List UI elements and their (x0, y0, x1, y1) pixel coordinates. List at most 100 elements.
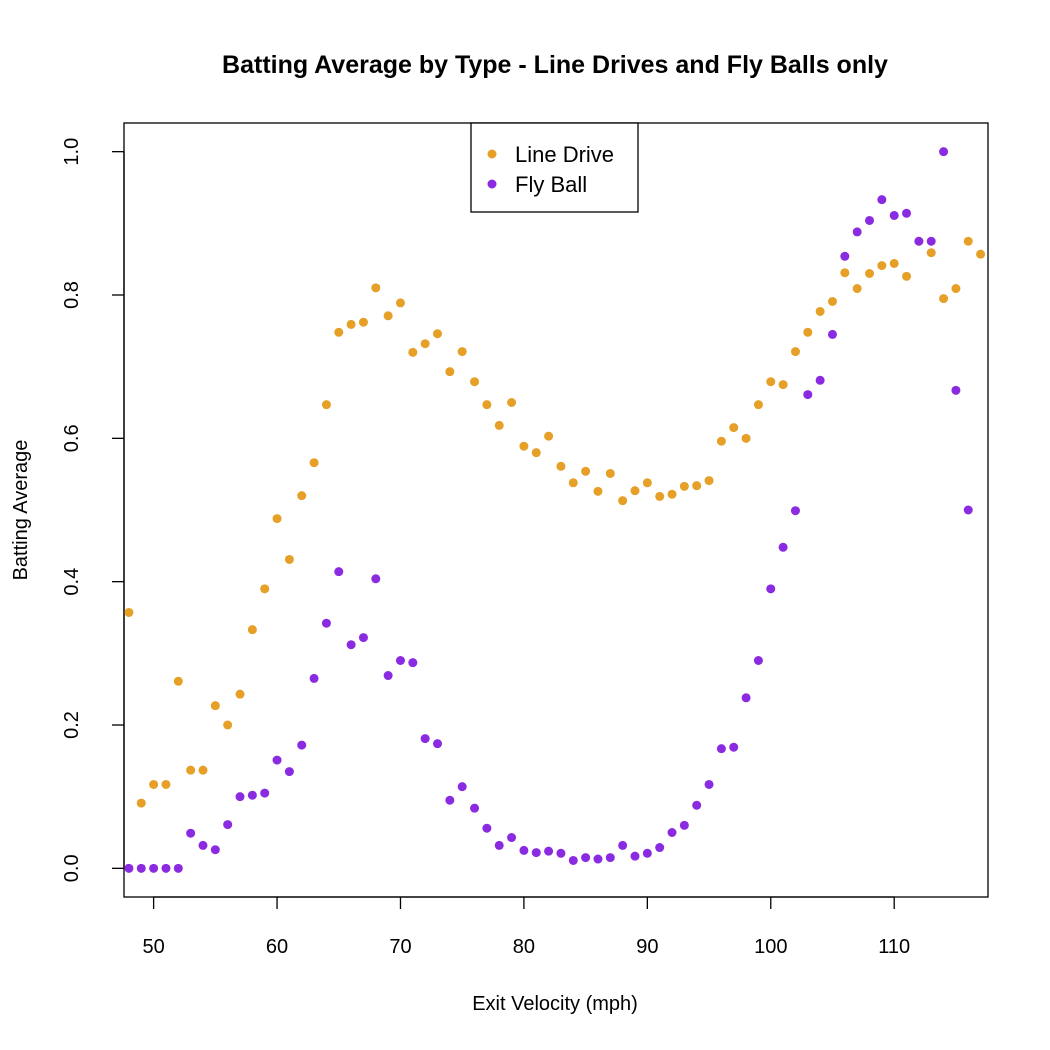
x-tick-label: 80 (513, 936, 535, 958)
data-point (124, 863, 134, 873)
data-point (482, 400, 492, 410)
data-point (309, 458, 319, 468)
data-point (692, 481, 702, 491)
data-point (173, 863, 183, 873)
y-axis: 0.0 0.2 0.4 0.6 0.8 1.0 (61, 138, 125, 882)
data-point (149, 779, 159, 789)
legend-box (470, 122, 639, 213)
data-point (902, 208, 912, 218)
data-point (186, 765, 196, 775)
data-point (235, 689, 245, 699)
data-point (519, 845, 529, 855)
data-point (803, 390, 813, 400)
data-point (494, 840, 504, 850)
data-point (716, 436, 726, 446)
data-point (149, 863, 159, 873)
data-point (346, 319, 356, 329)
data-point (655, 843, 665, 853)
data-point (173, 676, 183, 686)
data-point (692, 800, 702, 810)
data-point (321, 618, 331, 628)
data-point (395, 298, 405, 308)
data-point (778, 542, 788, 552)
data-point (457, 347, 467, 357)
data-point (186, 828, 196, 838)
data-point (284, 767, 294, 777)
data-point (210, 701, 220, 711)
data-point (470, 377, 480, 387)
x-tick-label: 70 (389, 936, 411, 958)
data-point (482, 823, 492, 833)
data-point (198, 765, 208, 775)
data-point (605, 468, 615, 478)
data-point (778, 380, 788, 390)
data-point (840, 268, 850, 278)
data-point (223, 820, 233, 830)
data-point (470, 803, 480, 813)
data-point (321, 400, 331, 410)
data-point (716, 744, 726, 754)
data-point (790, 506, 800, 516)
y-tick-label: 0.6 (61, 424, 83, 452)
data-point (889, 258, 899, 268)
data-point (297, 491, 307, 501)
data-point (605, 853, 615, 863)
data-point (865, 215, 875, 225)
legend: Line Drive Fly Ball (470, 122, 639, 213)
data-point (581, 466, 591, 476)
data-point (247, 790, 257, 800)
x-tick-label: 110 (878, 936, 910, 958)
data-point (865, 269, 875, 278)
x-axis-label: Exit Velocity (mph) (472, 993, 638, 1015)
data-point (926, 248, 936, 258)
data-point (827, 329, 837, 339)
y-tick-label: 0.8 (61, 281, 83, 309)
data-point (630, 851, 640, 861)
data-point (877, 261, 887, 271)
series-line-drive (124, 236, 986, 808)
data-point (395, 656, 405, 665)
data-point (963, 236, 973, 246)
data-point (334, 327, 344, 337)
legend-marker-fly-ball (487, 179, 497, 189)
data-point (618, 496, 628, 506)
data-point (198, 840, 208, 850)
data-point (507, 833, 517, 843)
data-point (272, 514, 282, 524)
data-point (679, 820, 689, 830)
data-point (852, 227, 862, 237)
data-point (358, 317, 368, 327)
data-point (507, 398, 517, 407)
data-point (753, 400, 763, 410)
data-point (161, 863, 171, 873)
legend-label-fly-ball: Fly Ball (515, 172, 587, 197)
data-point (445, 367, 455, 377)
data-point (741, 433, 751, 443)
y-tick-label: 1.0 (61, 138, 83, 166)
data-point (667, 828, 677, 837)
x-axis: 50 60 70 80 90 100 110 (142, 896, 910, 958)
data-point (704, 779, 714, 789)
legend-marker-line-drive (487, 149, 497, 159)
data-point (272, 755, 282, 765)
data-point (334, 567, 344, 577)
data-point (346, 640, 356, 650)
y-axis-label: Batting Average (10, 440, 32, 581)
data-point (136, 798, 146, 808)
data-point (309, 673, 319, 683)
data-point (457, 782, 467, 792)
data-point (939, 147, 949, 157)
data-point (260, 788, 270, 798)
data-point (877, 195, 887, 205)
data-point (926, 236, 936, 246)
data-point (951, 284, 961, 294)
data-point (630, 486, 640, 496)
data-point (284, 554, 294, 564)
data-point (531, 448, 541, 458)
data-point (902, 271, 912, 281)
data-point (729, 742, 739, 752)
data-point (235, 792, 245, 802)
y-tick-label: 0.0 (61, 854, 83, 882)
legend-label-line-drive: Line Drive (515, 142, 614, 167)
data-point (556, 848, 566, 858)
